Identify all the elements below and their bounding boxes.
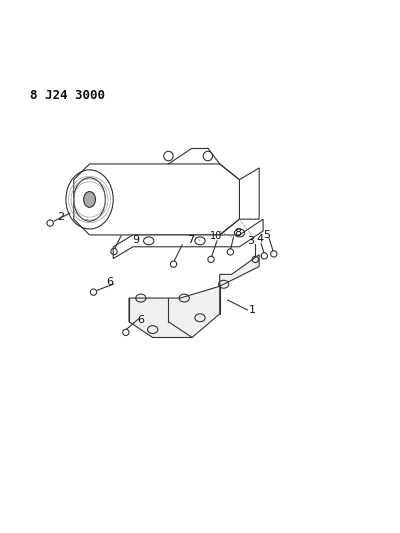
Polygon shape — [129, 255, 259, 337]
Polygon shape — [74, 164, 240, 235]
Text: 8: 8 — [235, 228, 242, 238]
Ellipse shape — [84, 191, 96, 207]
Text: 5: 5 — [263, 230, 270, 240]
Text: 6: 6 — [137, 316, 144, 325]
Text: 9: 9 — [132, 235, 139, 245]
Text: 4: 4 — [256, 235, 264, 245]
Text: 10: 10 — [210, 231, 222, 241]
Text: 2: 2 — [57, 212, 64, 222]
Text: 6: 6 — [106, 277, 113, 287]
Text: 7: 7 — [187, 235, 194, 245]
Text: 3: 3 — [247, 236, 254, 246]
Polygon shape — [113, 219, 263, 259]
Text: 1: 1 — [248, 305, 256, 314]
Text: 8 J24 3000: 8 J24 3000 — [30, 89, 105, 102]
